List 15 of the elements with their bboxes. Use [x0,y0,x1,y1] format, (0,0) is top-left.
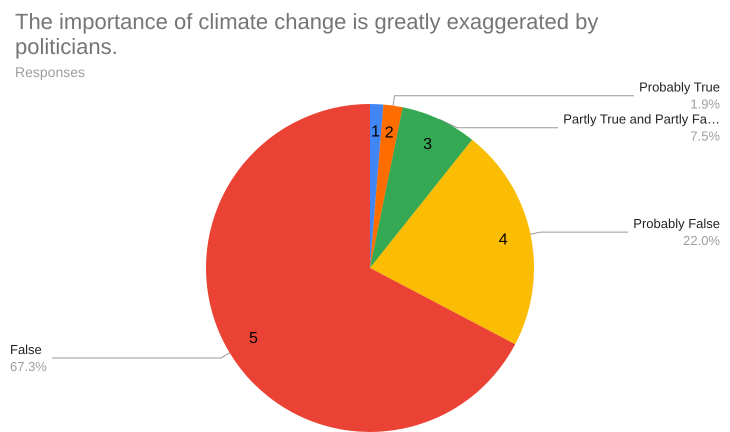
slice-label: Probably True [639,80,720,95]
text: 3 [423,136,432,154]
text: 2 [384,124,394,142]
data-label: 22.0% [683,233,720,248]
data-label: 1.9% [690,96,720,112]
chart-subtitle: Responses [15,64,86,80]
slice-label: False [10,342,42,357]
chart-title: The importance of climate change is greatly exaggerated by politicians. [15,9,604,59]
text: 4 [498,231,508,248]
text: 5 [249,330,258,347]
text: 1 [371,123,380,140]
data-label: 67.3% [10,358,48,374]
slice-label: Probably False [633,216,720,232]
slice-label: Partly True and Partly Fa… [563,112,720,127]
data-label: 7.5% [690,128,720,144]
